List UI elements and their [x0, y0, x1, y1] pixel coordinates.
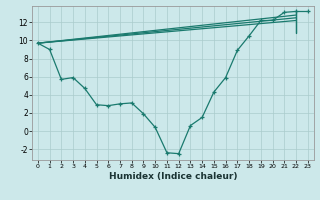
- X-axis label: Humidex (Indice chaleur): Humidex (Indice chaleur): [108, 172, 237, 181]
